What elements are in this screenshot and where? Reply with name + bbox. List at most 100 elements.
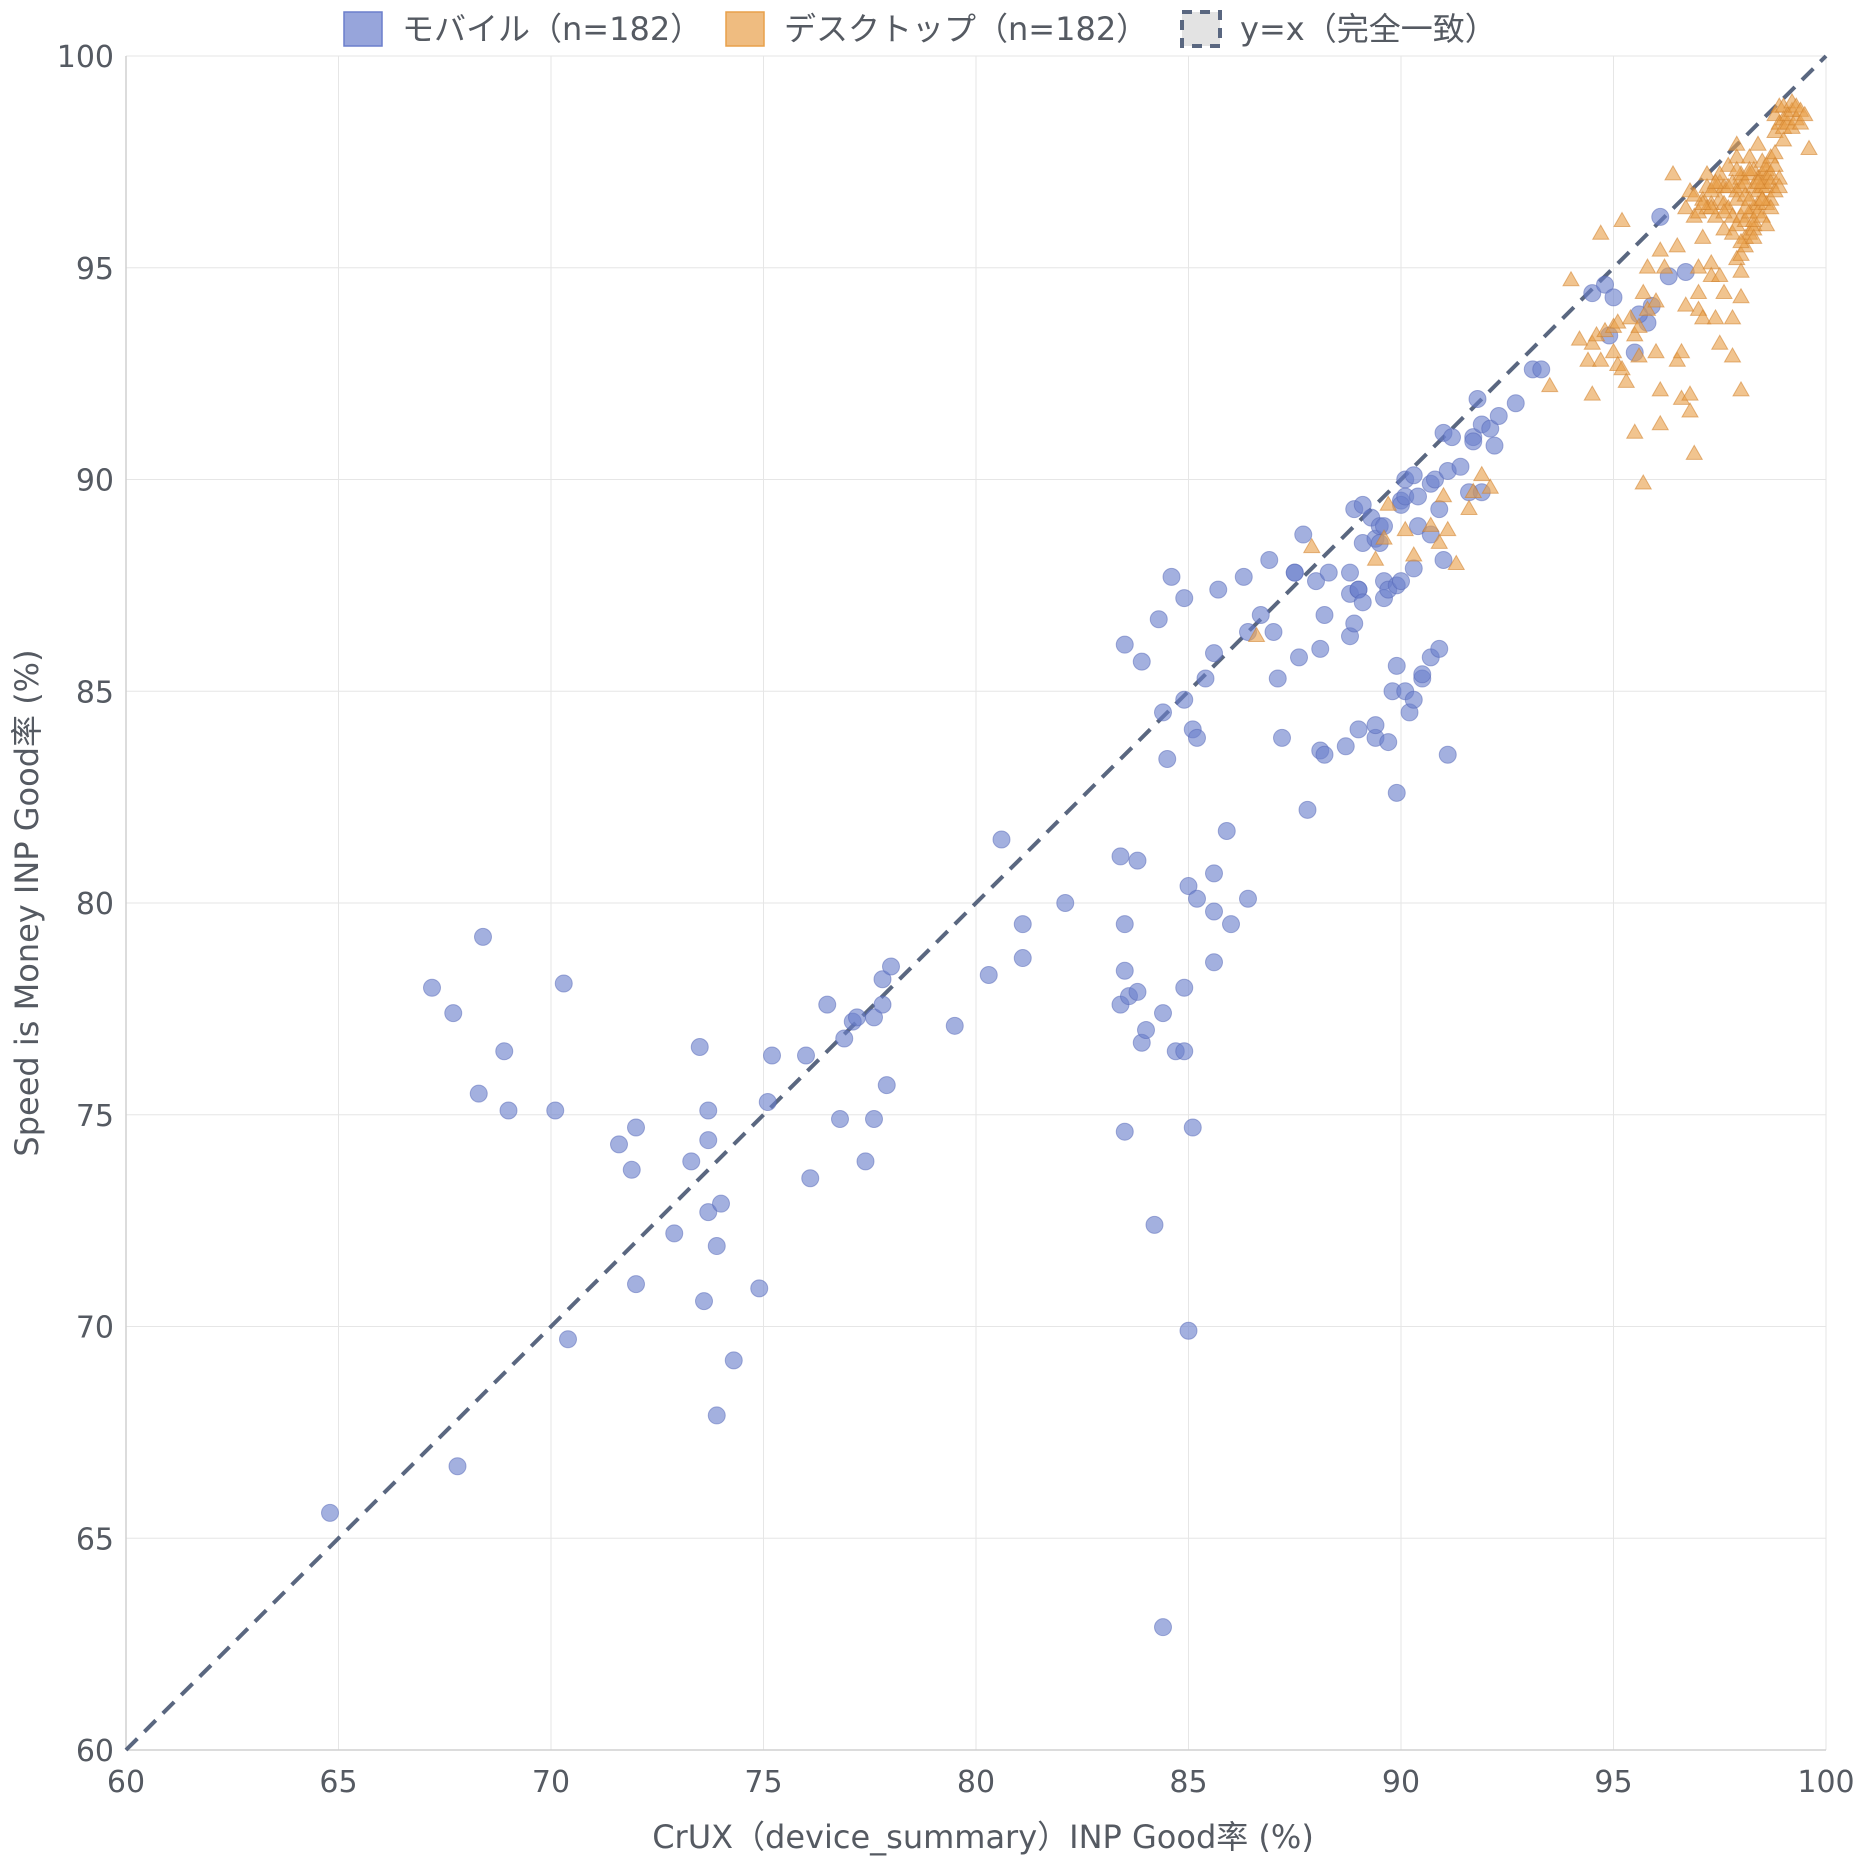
mobile-point [1353,593,1372,612]
x-tick-label: 80 [957,1765,995,1800]
mobile-point [818,995,837,1014]
desktop-point [1655,258,1674,274]
mobile-point [763,1046,781,1065]
desktop-point [1247,626,1266,643]
mobile-point [469,1084,488,1103]
x-tick-label: 90 [1382,1765,1420,1800]
desktop-point [1481,478,1500,494]
desktop-point [1379,495,1398,511]
mobile-point [1404,690,1423,709]
desktop-point [1732,287,1750,304]
mobile-point [1234,567,1253,586]
mobile-point [1175,1042,1194,1061]
desktop-point [1736,198,1755,215]
mobile-point [1532,360,1551,379]
desktop-point [1693,308,1712,325]
desktop-point [1630,317,1648,333]
mobile-point [882,957,900,976]
mobile-point [873,995,892,1014]
mobile-point [1128,982,1147,1001]
x-tick-label: 60 [107,1765,145,1800]
desktop-point [1447,554,1466,571]
desktop-point [1638,300,1657,316]
x-axis-title: CrUX（device_summary）INP Good率 (%) [652,1818,1314,1856]
desktop-point [1676,198,1695,215]
desktop-point [1617,372,1636,388]
mobile-point [945,1016,964,1035]
mobile-point [1409,487,1427,506]
mobile-point [499,1101,518,1120]
mobile-point [1451,457,1470,476]
desktop-point [1540,376,1559,393]
desktop-point [1719,156,1738,172]
desktop-point [1570,330,1589,346]
mobile-point [1268,669,1287,688]
desktop-point [1625,325,1644,342]
mobile-point [1115,915,1134,934]
y-tick-label: 60 [76,1734,114,1769]
desktop-point [1625,423,1644,439]
x-tick-label: 95 [1594,1765,1632,1800]
mobile-point [1056,894,1075,912]
desktop-point [1744,228,1763,244]
desktop-point [1621,308,1640,325]
mobile-point [1392,572,1410,591]
mobile-point [1387,656,1406,675]
desktop-point [1647,291,1665,308]
desktop-point [1732,245,1750,261]
mobile-point [1430,639,1449,658]
mobile-point [1379,733,1398,752]
mobile-point [1404,466,1423,485]
desktop-point [1710,266,1729,283]
mobile-point [707,1237,726,1256]
mobile-point [474,927,492,946]
mobile-point [1294,525,1313,544]
mobile-point [831,1109,849,1128]
mobile-point [627,1118,645,1137]
desktop-point [1693,194,1712,211]
mobile-point [1205,644,1223,663]
mobile-point [712,1194,730,1213]
mobile-point [695,1292,713,1311]
axes: 60 65 70 75 80 85 90 95 100 60 65 70 75 80 85 90 95 100 [57,40,1855,1800]
mobile-point [1115,961,1134,980]
desktop-point [1727,135,1746,151]
desktop-point [1689,258,1708,274]
reference-line-y-equals-x [124,54,1828,1752]
desktop-point [1740,160,1759,177]
mobile-point [1273,728,1291,747]
x-tick-label: 65 [319,1765,357,1800]
desktop-point [1583,385,1602,401]
mobile-point [622,1160,641,1179]
mobile-point [1175,589,1194,608]
mobile-point [1128,851,1147,870]
desktop-point [1766,156,1784,172]
mobile-point [1205,953,1223,972]
desktop-point [1613,359,1631,376]
mobile-point [682,1152,701,1171]
x-tick-label: 85 [1169,1765,1207,1800]
desktop-point [1472,465,1491,482]
y-tick-label: 90 [76,464,114,499]
mobile-point [627,1275,645,1294]
mobile-point [444,1004,463,1023]
desktop-point [1685,444,1704,460]
desktop-point [1634,474,1653,490]
mobile-point [1264,622,1283,641]
desktop-point [1732,262,1750,278]
desktop-point [1579,351,1597,367]
mobile-point [835,1029,854,1048]
desktop-point [1715,219,1733,236]
y-tick-label: 65 [76,1522,114,1557]
y-tick-label: 70 [76,1311,114,1346]
desktop-point [1723,308,1742,325]
mobile-point [1154,1004,1172,1023]
mobile-point [699,1203,718,1222]
mobile-point [559,1330,577,1349]
desktop-point [1685,186,1704,202]
desktop-point [1753,190,1772,206]
desktop-point [1770,177,1789,194]
desktop-point [1740,190,1759,206]
desktop-point [1668,351,1687,367]
